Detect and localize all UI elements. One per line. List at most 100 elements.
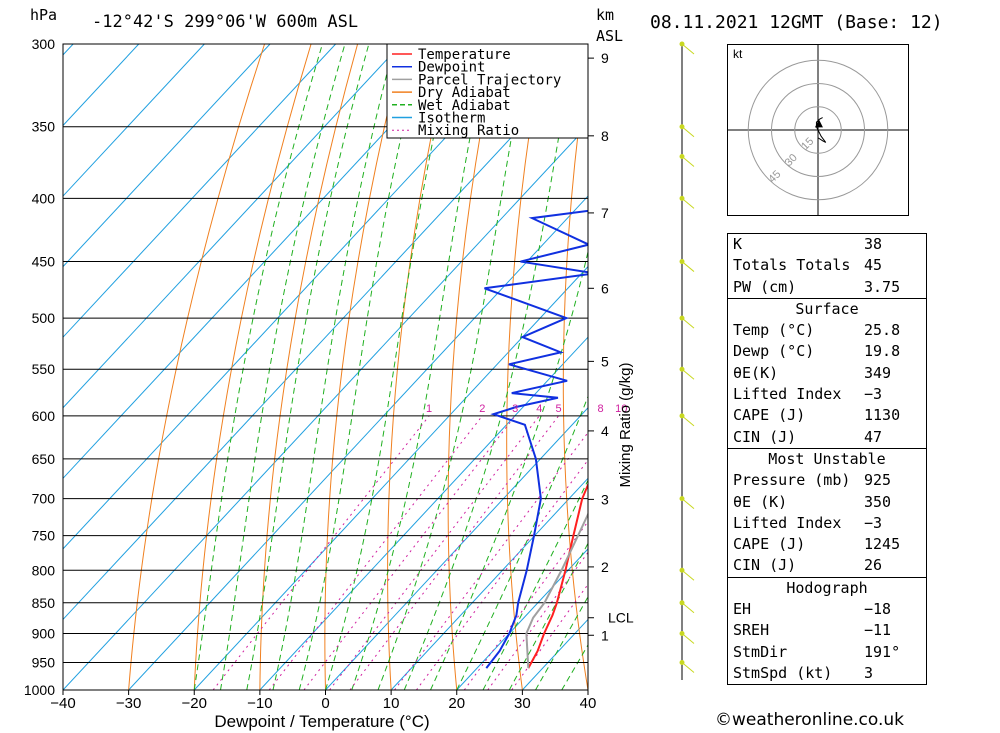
x-tick-label: −40 — [50, 695, 75, 712]
pressure-tick-label: 800 — [32, 562, 56, 578]
dry-adiabat-line — [324, 44, 405, 690]
pressure-tick-label: 950 — [32, 654, 56, 670]
isotherm-line — [63, 124, 588, 690]
km-tick-label: 5 — [601, 353, 609, 369]
stat-row: StmSpd (kt) 3 — [728, 663, 926, 684]
hodograph-title: Hodograph — [786, 578, 868, 597]
pressure-tick-label: 750 — [32, 528, 56, 544]
pressure-tick-label: 1000 — [24, 682, 55, 698]
wind-barb — [681, 498, 695, 510]
wet-adiabat-line — [430, 249, 588, 690]
legend-label: Dewpoint — [418, 60, 485, 76]
legend-label: Parcel Trajectory — [418, 72, 561, 88]
stat-value: 925 — [864, 471, 892, 490]
x-tick-label: 30 — [514, 695, 531, 712]
most-unstable-title: Most Unstable — [768, 449, 886, 468]
stat-label: PW (cm) — [733, 277, 797, 296]
temperature-line — [527, 482, 588, 669]
wind-barb — [681, 633, 695, 644]
surface-title: Surface — [795, 299, 859, 318]
km-tick-label: 7 — [601, 205, 609, 221]
stat-value: 47 — [864, 427, 883, 446]
stat-label: Totals Totals — [733, 256, 851, 275]
stat-row: CIN (J) 47 — [728, 427, 926, 448]
wet-adiabat-line — [351, 44, 490, 690]
dry-adiabat-line — [562, 55, 588, 690]
pressure-tick-label: 350 — [32, 119, 56, 135]
hodograph-unit-label: kt — [733, 47, 743, 61]
wind-barb — [681, 261, 695, 272]
mixing-ratio-line — [303, 415, 516, 690]
km-tick-label: 3 — [601, 491, 609, 507]
mixing-ratio-labels: 12345810162025 — [426, 403, 627, 415]
wet-adiabat-line — [298, 44, 424, 690]
wind-barb — [681, 197, 695, 209]
stat-row: PW (cm) 3.75 — [728, 277, 926, 298]
km-tick-label: 1 — [601, 627, 609, 643]
isotherm-line — [390, 477, 588, 690]
stat-label: Pressure (mb) — [733, 471, 851, 490]
pressure-tick-label: 550 — [32, 361, 56, 377]
mixing-ratio-tick-label: 1 — [426, 403, 432, 415]
x-tick-label: 10 — [383, 695, 400, 712]
stat-row: Dewp (°C) 19.8 — [728, 341, 926, 362]
wet-adiabat-line — [456, 395, 588, 690]
isotherm-line — [63, 44, 402, 409]
stat-value: 19.8 — [864, 342, 901, 361]
stat-row: CAPE (J) 1245 — [728, 534, 926, 555]
isotherm-line — [63, 44, 468, 480]
stat-value: −3 — [864, 513, 883, 532]
isotherm-line — [456, 548, 588, 690]
stat-value: −11 — [864, 621, 892, 640]
stat-row: θE (K) 350 — [728, 492, 926, 513]
stat-value: 349 — [864, 363, 892, 382]
km-unit-label: km — [596, 6, 615, 24]
datetime-title: 08.11.2021 12GMT (Base: 12) — [650, 12, 943, 33]
wind-barb — [681, 317, 695, 329]
hodograph-ring — [747, 59, 889, 201]
asl-label: ASL — [596, 27, 624, 45]
stat-row: Pressure (mb) 925 — [728, 470, 926, 491]
stat-label: StmDir — [733, 642, 788, 661]
km-axis: 1 2 3 4 5 6 7 8 9 LCL — [588, 50, 634, 643]
stat-label: K — [733, 235, 743, 253]
isotherm-line — [63, 44, 140, 127]
mixing-ratio-tick-label: 8 — [598, 403, 604, 415]
mixing-ratio-line — [268, 415, 483, 690]
stat-label: CIN (J) — [733, 427, 797, 446]
wind-barb — [681, 156, 695, 167]
km-tick-label: 2 — [601, 559, 609, 575]
stat-label: EH — [733, 600, 752, 619]
stat-label: CAPE (J) — [733, 535, 806, 554]
wind-barb — [681, 662, 695, 673]
pressure-tick-label: 700 — [32, 491, 56, 507]
dry-adiabat-line — [387, 44, 452, 690]
mixing-ratio-tick-label: 5 — [555, 403, 561, 415]
dry-adiabat-line — [506, 44, 545, 690]
stat-value: 25.8 — [864, 321, 901, 340]
pressure-tick-label: 500 — [32, 310, 56, 326]
hodograph-ring — [794, 106, 842, 154]
legend-label: Wet Adiabat — [418, 98, 511, 114]
legend-box — [386, 43, 589, 139]
stat-value: 1130 — [864, 406, 901, 425]
stat-value: 350 — [864, 492, 892, 511]
x-tick-label: −10 — [247, 695, 272, 712]
pressure-tick-label: 900 — [32, 625, 56, 641]
legend-label: Isotherm — [418, 111, 485, 127]
wet-adiabat-line — [508, 542, 588, 690]
pressure-axis-ticks: 300 350 400 450 500 550 600 650 700 750 800 850 900 9… — [24, 36, 55, 698]
isotherm-line — [63, 54, 588, 621]
stat-label: θE(K) — [733, 363, 779, 382]
mixing-ratio-tick-label: 4 — [536, 403, 542, 415]
x-tick-label: 20 — [448, 695, 465, 712]
stat-row: Lifted Index −3 — [728, 513, 926, 534]
stat-value: −3 — [864, 385, 883, 404]
isotherm-line — [128, 195, 588, 690]
stat-row: CIN (J) 26 — [728, 555, 926, 576]
stat-row: CAPE (J) 1130 — [728, 405, 926, 426]
x-tick-label: −20 — [182, 695, 207, 712]
location-title: -12°42'S 299°06'W 600m ASL — [92, 12, 359, 32]
dry-adiabat-line — [259, 44, 359, 690]
